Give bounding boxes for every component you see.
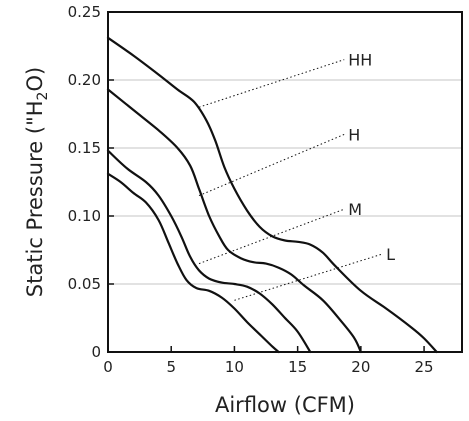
leader-m	[198, 208, 345, 265]
curve-l	[106, 172, 280, 354]
curve-leader-lines	[198, 59, 383, 301]
series-label-hh: HH	[348, 51, 372, 70]
x-tick-label-3: 15	[288, 358, 307, 376]
y-axis-ticks: 0 0.05 0.10 0.15 0.20 0.25	[68, 3, 114, 361]
x-tick-label-0: 0	[103, 358, 113, 376]
gridlines	[108, 79, 462, 285]
y-tick-label-1: 0.05	[68, 275, 101, 293]
y-tick-label-0: 0	[91, 343, 101, 361]
y-tick-label-4: 0.20	[68, 71, 101, 89]
x-tick-label-4: 20	[351, 358, 370, 376]
x-axis-ticks: 0 5 10 15 20 25	[103, 346, 434, 376]
y-axis-title-main: Static Pressure ("H	[23, 100, 47, 297]
series-label-m: M	[348, 200, 362, 219]
series-label-h: H	[348, 125, 360, 144]
curve-h	[106, 88, 362, 354]
y-axis-title-subscript: 2	[35, 92, 51, 101]
leader-h	[198, 133, 345, 197]
y-tick-label-5: 0.25	[68, 3, 101, 21]
y-tick-label-3: 0.15	[68, 139, 101, 157]
x-axis-title: Airflow (CFM)	[215, 393, 355, 417]
leader-l	[234, 253, 383, 301]
performance-curves	[106, 36, 438, 354]
curve-hh	[106, 36, 438, 354]
plot-frame	[107, 11, 463, 353]
series-label-l: L	[386, 245, 395, 264]
curve-m	[106, 149, 312, 354]
y-axis-title-end: O)	[23, 67, 47, 92]
y-tick-label-2: 0.10	[68, 207, 101, 225]
x-tick-label-2: 10	[225, 358, 244, 376]
leader-hh	[198, 59, 345, 108]
y-axis-title: Static Pressure ("H2O)	[23, 67, 51, 297]
x-tick-label-5: 25	[415, 358, 434, 376]
x-tick-label-1: 5	[166, 358, 176, 376]
